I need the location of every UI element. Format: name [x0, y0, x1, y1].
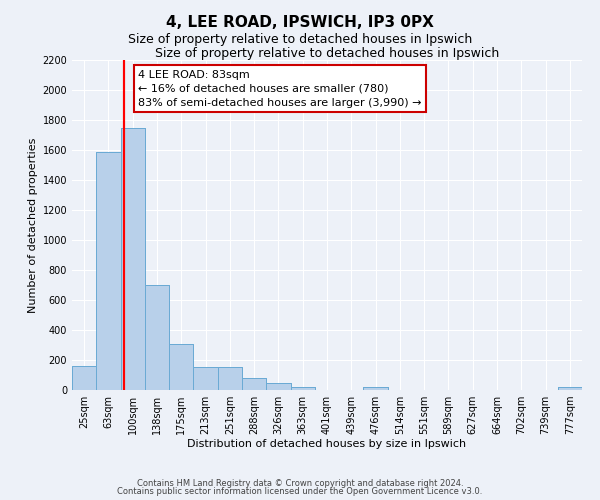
Y-axis label: Number of detached properties: Number of detached properties: [28, 138, 38, 312]
Text: Contains public sector information licensed under the Open Government Licence v3: Contains public sector information licen…: [118, 487, 482, 496]
Bar: [121, 128, 145, 390]
Bar: [266, 383, 290, 390]
Bar: [364, 387, 388, 390]
Bar: [364, 387, 388, 390]
Bar: [169, 344, 193, 390]
Bar: [218, 367, 242, 390]
Bar: [193, 367, 218, 390]
Bar: [169, 344, 193, 390]
Text: Size of property relative to detached houses in Ipswich: Size of property relative to detached ho…: [128, 32, 472, 46]
Bar: [558, 387, 582, 390]
Bar: [96, 152, 121, 390]
X-axis label: Distribution of detached houses by size in Ipswich: Distribution of detached houses by size …: [187, 438, 467, 448]
Text: 4, LEE ROAD, IPSWICH, IP3 0PX: 4, LEE ROAD, IPSWICH, IP3 0PX: [166, 15, 434, 30]
Bar: [558, 387, 582, 390]
Bar: [242, 378, 266, 390]
Bar: [72, 366, 96, 390]
Bar: [193, 367, 218, 390]
Bar: [290, 387, 315, 390]
Bar: [121, 128, 145, 390]
Bar: [96, 152, 121, 390]
Bar: [145, 285, 169, 390]
Bar: [218, 367, 242, 390]
Title: Size of property relative to detached houses in Ipswich: Size of property relative to detached ho…: [155, 47, 499, 60]
Bar: [72, 366, 96, 390]
Bar: [266, 383, 290, 390]
Text: Contains HM Land Registry data © Crown copyright and database right 2024.: Contains HM Land Registry data © Crown c…: [137, 478, 463, 488]
Bar: [145, 285, 169, 390]
Text: 4 LEE ROAD: 83sqm
← 16% of detached houses are smaller (780)
83% of semi-detache: 4 LEE ROAD: 83sqm ← 16% of detached hous…: [139, 70, 422, 108]
Bar: [242, 378, 266, 390]
Bar: [290, 387, 315, 390]
